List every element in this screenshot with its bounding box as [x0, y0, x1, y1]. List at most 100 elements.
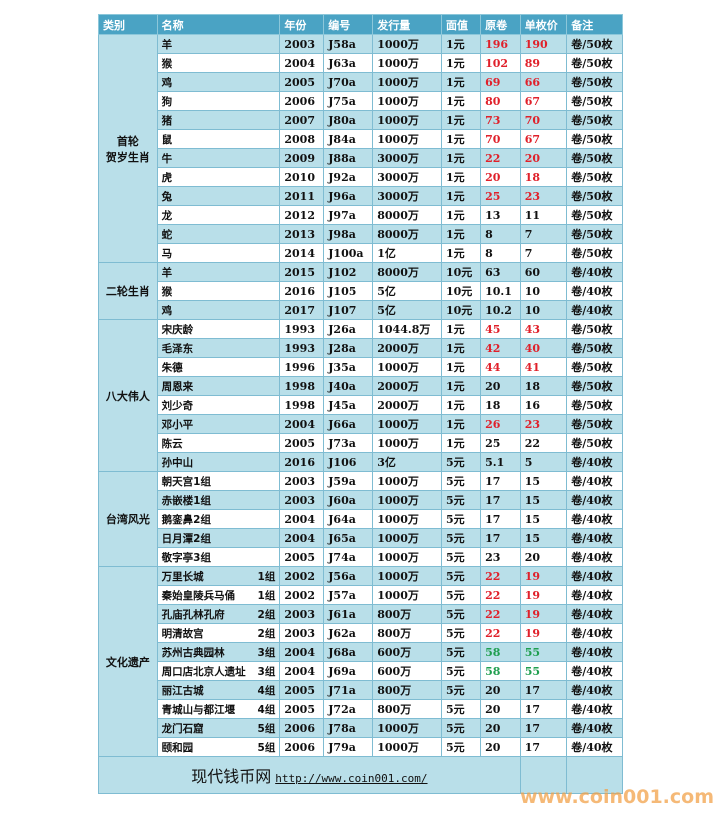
code-cell: J61a: [323, 604, 374, 624]
table-row: 颐和园 5组 2006 J79a 1000万 5元 20 17 卷/40枚: [99, 737, 623, 757]
roll-price-cell: 20: [480, 376, 521, 396]
name-text: 朱德: [161, 361, 183, 374]
note-cell: 卷/40枚: [566, 547, 623, 567]
issue-qty-cell: 1000万: [372, 718, 442, 738]
name-cell: 鼠: [156, 129, 281, 149]
name-text: 丽江古城: [161, 684, 204, 697]
face-value-cell: 5元: [440, 528, 482, 548]
face-value-cell: 5元: [440, 566, 482, 586]
code-cell: J69a: [323, 661, 374, 681]
note-cell: 卷/50枚: [566, 224, 623, 244]
face-value-cell: 1元: [440, 224, 482, 244]
group-number: 4组: [257, 703, 276, 716]
year-cell: 2007: [279, 110, 325, 130]
category-cell: 首轮 贺岁生肖: [98, 34, 158, 263]
code-cell: J74a: [323, 547, 374, 567]
name-cell: 鹅銮鼻2组: [156, 509, 281, 529]
code-cell: J28a: [323, 338, 374, 358]
year-cell: 2004: [279, 53, 325, 73]
table-row: 猴 2016 J105 5亿 10元 10.1 10 卷/40枚: [99, 281, 623, 301]
single-price-cell: 41: [519, 357, 568, 377]
table-row: 龙门石窟 5组 2006 J78a 1000万 5元 20 17 卷/40枚: [99, 718, 623, 738]
issue-qty-cell: 800万: [372, 604, 442, 624]
single-price-cell: 55: [519, 642, 568, 662]
group-number: 5组: [257, 741, 276, 754]
single-price-cell: 19: [519, 585, 568, 605]
face-value-cell: 1元: [440, 395, 482, 415]
single-price-cell: 20: [519, 547, 568, 567]
table-row: 猴 2004 J63a 1000万 1元 102 89 卷/50枚: [99, 53, 623, 73]
group-number: 5组: [257, 722, 276, 735]
name-cell: 猴: [156, 281, 281, 301]
name-text: 狗: [161, 95, 173, 108]
year-cell: 2002: [279, 566, 325, 586]
roll-price-cell: 44: [480, 357, 521, 377]
note-cell: 卷/50枚: [566, 243, 623, 263]
name-cell: 周恩来: [156, 376, 281, 396]
face-value-cell: 1元: [440, 357, 482, 377]
table-row: 丽江古城 4组 2005 J71a 800万 5元 20 17 卷/40枚: [99, 680, 623, 700]
table-row: 鼠 2008 J84a 1000万 1元 70 67 卷/50枚: [99, 129, 623, 149]
name-cell: 陈云: [156, 433, 281, 453]
name-cell: 赤嵌楼1组: [156, 490, 281, 510]
table-row: 鸡 2017 J107 5亿 10元 10.2 10 卷/40枚: [99, 300, 623, 320]
face-value-cell: 1元: [440, 243, 482, 263]
name-text: 秦始皇陵兵马俑: [161, 589, 236, 602]
face-value-cell: 5元: [440, 699, 482, 719]
note-cell: 卷/50枚: [566, 72, 623, 92]
note-cell: 卷/50枚: [566, 110, 623, 130]
name-text: 兔: [161, 190, 173, 203]
single-price-cell: 89: [519, 53, 568, 73]
note-cell: 卷/50枚: [566, 338, 623, 358]
year-cell: 2013: [279, 224, 325, 244]
roll-price-cell: 17: [480, 490, 521, 510]
roll-price-cell: 8: [480, 224, 521, 244]
issue-qty-cell: 1000万: [372, 490, 442, 510]
table-row: 鸡 2005 J70a 1000万 1元 69 66 卷/50枚: [99, 72, 623, 92]
roll-price-cell: 26: [480, 414, 521, 434]
single-price-cell: 7: [519, 243, 568, 263]
code-cell: J40a: [323, 376, 374, 396]
note-cell: 卷/40枚: [566, 566, 623, 586]
site-link[interactable]: http://www.coin001.com/: [275, 772, 428, 785]
face-value-cell: 5元: [440, 604, 482, 624]
name-text: 周恩来: [161, 380, 194, 393]
roll-price-cell: 20: [480, 699, 521, 719]
face-value-cell: 5元: [440, 737, 482, 757]
year-cell: 2016: [279, 452, 325, 472]
issue-qty-cell: 600万: [372, 642, 442, 662]
group-number: 3组: [257, 646, 276, 659]
name-text: 毛泽东: [161, 342, 194, 355]
year-cell: 2003: [279, 34, 325, 54]
code-cell: J62a: [323, 623, 374, 643]
issue-qty-cell: 1000万: [372, 91, 442, 111]
note-cell: 卷/40枚: [566, 509, 623, 529]
table-row: 敬字亭3组 2005 J74a 1000万 5元 23 20 卷/40枚: [99, 547, 623, 567]
name-cell: 宋庆龄: [156, 319, 281, 339]
column-header: 发行量: [372, 14, 442, 35]
note-cell: 卷/50枚: [566, 91, 623, 111]
table-row: 苏州古典园林 3组 2004 J68a 600万 5元 58 55 卷/40枚: [99, 642, 623, 662]
name-text: 牛: [161, 152, 173, 165]
note-cell: 卷/50枚: [566, 414, 623, 434]
roll-price-cell: 20: [480, 737, 521, 757]
code-cell: J56a: [323, 566, 374, 586]
issue-qty-cell: 600万: [372, 661, 442, 681]
face-value-cell: 1元: [440, 110, 482, 130]
table-row: 狗 2006 J75a 1000万 1元 80 67 卷/50枚: [99, 91, 623, 111]
roll-price-cell: 10.2: [480, 300, 521, 320]
roll-price-cell: 80: [480, 91, 521, 111]
name-text: 猪: [161, 114, 173, 127]
name-text: 邓小平: [161, 418, 194, 431]
name-text: 虎: [161, 171, 173, 184]
note-cell: 卷/50枚: [566, 34, 623, 54]
face-value-cell: 5元: [440, 642, 482, 662]
table-row: 八大伟人 宋庆龄 1993 J26a 1044.8万 1元 45 43 卷/50枚: [98, 319, 623, 472]
single-price-cell: 16: [519, 395, 568, 415]
note-cell: 卷/40枚: [566, 699, 623, 719]
year-cell: 2003: [279, 490, 325, 510]
roll-price-cell: 45: [480, 319, 521, 339]
issue-qty-cell: 8000万: [372, 205, 442, 225]
roll-price-cell: 58: [480, 661, 521, 681]
single-price-cell: 15: [519, 509, 568, 529]
